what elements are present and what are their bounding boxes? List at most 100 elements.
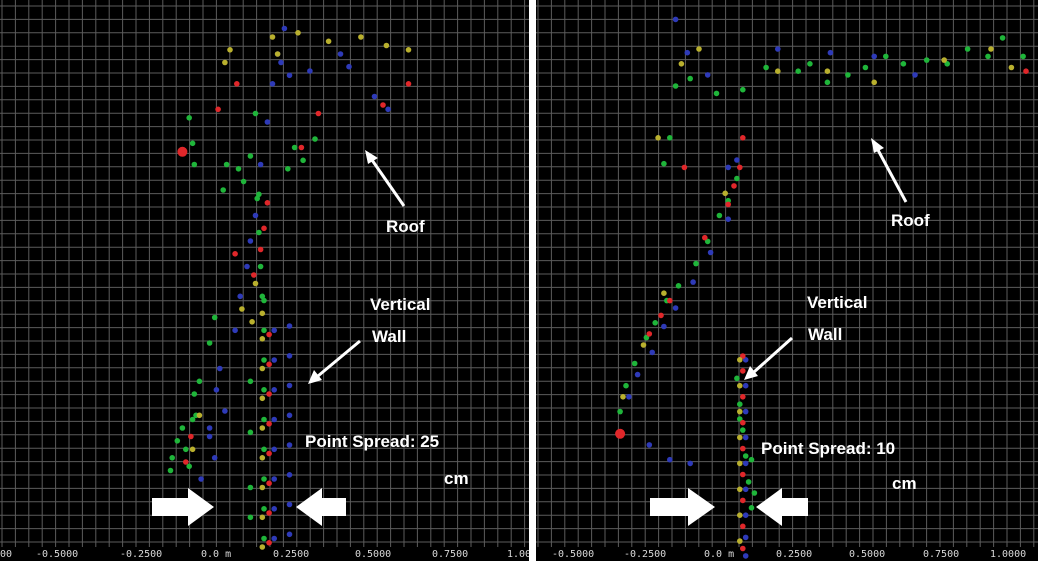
data-point-green: [748, 456, 755, 463]
data-point-blue: [742, 534, 749, 541]
data-point-green: [247, 514, 254, 521]
data-point-yellow: [259, 395, 266, 402]
data-point-blue: [286, 531, 293, 538]
data-point-green: [223, 161, 230, 168]
point-spread-label-line2: cm: [892, 474, 917, 493]
data-point-yellow: [737, 512, 743, 518]
data-point-red: [232, 251, 238, 257]
data-point-green: [189, 140, 196, 147]
data-point-red: [264, 200, 271, 206]
data-point-green: [169, 455, 175, 461]
roof-label: Roof: [891, 211, 930, 230]
data-point-green: [693, 260, 699, 267]
data-point-yellow: [405, 47, 412, 53]
data-point-blue: [742, 382, 749, 389]
data-point-yellow: [871, 79, 877, 86]
data-point-blue: [271, 327, 278, 334]
data-point-yellow: [655, 135, 661, 141]
vertical-wall-label-line1: Vertical: [807, 293, 868, 312]
data-point-yellow: [196, 412, 203, 419]
data-point-red: [740, 353, 746, 359]
roof-label: Roof: [386, 217, 425, 236]
data-point-green: [291, 144, 298, 151]
data-point-green: [261, 446, 267, 453]
data-point-blue: [222, 408, 228, 414]
grid-lines: [536, 0, 1038, 547]
data-point-yellow: [824, 68, 831, 74]
spread-arrow-right-icon: [296, 488, 346, 526]
x-tick-label: 0.2500: [273, 549, 309, 560]
data-point-blue: [213, 387, 220, 393]
data-point-blue: [264, 119, 271, 125]
data-point-blue: [211, 455, 218, 461]
data-point-red: [261, 225, 267, 232]
data-point-blue: [286, 323, 293, 329]
data-point-yellow: [269, 34, 276, 40]
data-point-green: [999, 35, 1006, 41]
vertical-wall-annotation: Vertical Wall: [308, 295, 431, 384]
x-tick-label: 1.00: [507, 549, 529, 560]
spread-arrow-left-icon: [152, 488, 214, 526]
data-point-yellow: [737, 538, 743, 544]
vertical-wall-arrow: [317, 339, 361, 378]
data-point-green: [667, 135, 673, 141]
data-point-green: [623, 382, 629, 389]
data-point-blue: [634, 371, 641, 378]
point-spread-annotation: Point Spread: 10 cm: [650, 439, 917, 526]
roof-annotation: Roof: [365, 150, 425, 236]
data-point-yellow: [259, 365, 266, 372]
data-point-yellow: [737, 486, 743, 493]
data-point-blue: [271, 446, 278, 453]
data-point-green: [312, 136, 318, 142]
data-point-yellow: [239, 306, 245, 312]
data-point-blue: [286, 501, 293, 508]
data-point-blue: [271, 357, 278, 363]
data-point-yellow: [358, 34, 364, 40]
data-point-green: [737, 416, 743, 422]
data-point-red: [681, 164, 688, 171]
data-point-blue: [281, 25, 288, 32]
data-point-yellow: [295, 30, 301, 36]
data-point-green: [261, 535, 267, 542]
data-point-yellow: [259, 425, 266, 431]
left-point-cloud-panel: 00 -0.5000 -0.2500 0.0 m 0.2500 0.5000 0…: [0, 0, 529, 561]
x-tick-label: 0.7500: [923, 549, 959, 560]
data-point-red: [266, 421, 272, 427]
data-point-yellow: [737, 382, 743, 389]
data-point-red: [667, 297, 673, 304]
data-point-green: [256, 191, 262, 198]
data-point-yellow: [259, 310, 266, 317]
x-tick-label: 0.2500: [776, 549, 812, 560]
data-point-blue: [269, 81, 276, 87]
data-point-green: [631, 360, 638, 367]
data-point-yellow: [737, 434, 743, 441]
x-tick-label: 1.0000: [990, 549, 1026, 560]
data-point-green: [900, 61, 907, 67]
data-point-blue: [626, 394, 632, 400]
grid-lines: [0, 0, 529, 547]
data-point-green: [652, 320, 658, 326]
data-point-green: [189, 416, 196, 423]
vertical-wall-arrow-head: [308, 370, 322, 384]
data-point-green: [883, 53, 889, 60]
data-point-blue: [247, 238, 254, 244]
data-point-yellow: [988, 46, 994, 52]
data-point-green: [985, 53, 991, 60]
data-point-green: [285, 166, 291, 172]
data-point-green: [179, 425, 186, 431]
x-tick-label: 0.0 m: [201, 549, 231, 560]
data-point-green: [675, 283, 682, 289]
data-point-blue: [198, 476, 204, 482]
data-point-green: [737, 401, 743, 408]
data-point-green: [807, 61, 813, 67]
x-tick-label: 0.7500: [432, 549, 468, 560]
data-point-blue: [206, 425, 213, 431]
data-point-red: [266, 510, 272, 516]
data-point-red: [266, 480, 272, 487]
data-point-green: [734, 175, 740, 182]
data-point-blue: [206, 433, 213, 440]
data-point-blue: [742, 460, 749, 467]
data-point-green: [261, 476, 267, 482]
data-point-red: [740, 497, 746, 504]
data-point-yellow: [661, 290, 667, 297]
